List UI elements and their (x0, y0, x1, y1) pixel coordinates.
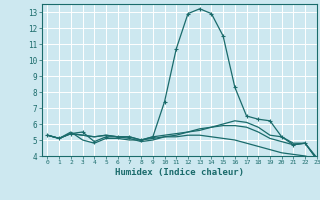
X-axis label: Humidex (Indice chaleur): Humidex (Indice chaleur) (115, 168, 244, 177)
